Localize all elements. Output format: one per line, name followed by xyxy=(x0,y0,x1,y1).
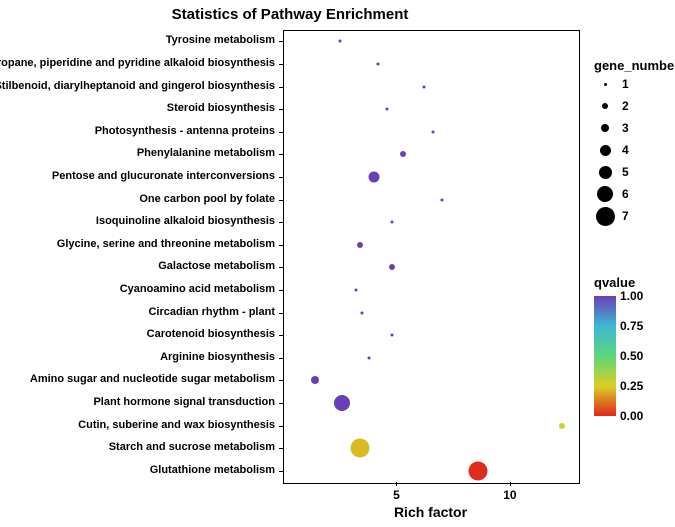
y-tick-mark xyxy=(279,380,283,381)
y-tick-mark xyxy=(279,109,283,110)
size-legend-dot xyxy=(596,207,615,226)
data-point xyxy=(354,288,357,291)
data-point xyxy=(390,334,393,337)
y-label: Glutathione metabolism xyxy=(150,464,275,476)
size-legend-title: gene_number xyxy=(594,58,675,73)
size-legend-label: 2 xyxy=(622,99,629,113)
y-label: Starch and sucrose metabolism xyxy=(109,441,275,453)
size-legend-row: 4 xyxy=(594,139,675,161)
y-label: Tyrosine metabolism xyxy=(166,34,275,46)
y-label: Carotenoid biosynthesis xyxy=(147,328,275,340)
y-label: Isoquinoline alkaloid biosynthesis xyxy=(96,215,275,227)
y-label: Galactose metabolism xyxy=(158,260,275,272)
y-label: Pentose and glucuronate interconversions xyxy=(52,170,275,182)
y-tick-mark xyxy=(279,132,283,133)
color-legend-tick: 0.25 xyxy=(620,379,643,393)
color-legend-tick: 0.00 xyxy=(620,409,643,423)
y-label: Cyanoamino acid metabolism xyxy=(120,283,275,295)
plot-area xyxy=(283,30,580,484)
color-bar: 1.000.750.500.250.00 xyxy=(594,296,616,416)
size-legend: gene_number 1 2 3 4 5 6 7 xyxy=(594,58,675,227)
size-legend-row: 2 xyxy=(594,95,675,117)
pathway-enrichment-chart: Statistics of Pathway Enrichment Tyrosin… xyxy=(0,0,675,527)
data-point xyxy=(334,395,350,411)
size-legend-dot xyxy=(601,124,609,132)
size-legend-label: 5 xyxy=(622,165,629,179)
y-tick-mark xyxy=(279,358,283,359)
y-tick-mark xyxy=(279,313,283,314)
color-legend-tick: 0.50 xyxy=(620,349,643,363)
data-point xyxy=(311,376,319,384)
color-legend: qvalue 1.000.750.500.250.00 xyxy=(594,275,635,416)
y-tick-mark xyxy=(279,426,283,427)
data-point xyxy=(389,264,395,270)
size-legend-dot xyxy=(604,83,607,86)
color-legend-tick: 1.00 xyxy=(620,289,643,303)
size-legend-dot xyxy=(597,186,613,202)
chart-title: Statistics of Pathway Enrichment xyxy=(0,6,580,23)
size-legend-dot xyxy=(600,145,611,156)
size-legend-label: 6 xyxy=(622,187,629,201)
size-legend-label: 1 xyxy=(622,77,629,91)
y-tick-mark xyxy=(279,222,283,223)
x-axis-title: Rich factor xyxy=(283,504,578,520)
y-tick-mark xyxy=(279,177,283,178)
size-legend-row: 5 xyxy=(594,161,675,183)
y-tick-mark xyxy=(279,64,283,65)
y-tick-mark xyxy=(279,87,283,88)
data-point xyxy=(431,130,434,133)
data-point xyxy=(422,85,425,88)
y-tick-mark xyxy=(279,290,283,291)
size-legend-label: 3 xyxy=(622,121,629,135)
data-point xyxy=(357,242,363,248)
data-point xyxy=(377,62,380,65)
y-label: Stilbenoid, diarylheptanoid and gingerol… xyxy=(0,80,275,92)
x-tick-label: 5 xyxy=(381,488,411,502)
y-tick-mark xyxy=(279,41,283,42)
y-tick-mark xyxy=(279,200,283,201)
size-legend-label: 4 xyxy=(622,143,629,157)
x-tick-mark xyxy=(510,482,511,486)
color-legend-title: qvalue xyxy=(594,275,635,290)
size-legend-label: 7 xyxy=(622,209,629,223)
y-label: Steroid biosynthesis xyxy=(167,102,275,114)
data-point xyxy=(559,423,565,429)
data-point xyxy=(469,461,488,480)
y-tick-mark xyxy=(279,448,283,449)
size-legend-row: 1 xyxy=(594,73,675,95)
y-tick-mark xyxy=(279,335,283,336)
data-point xyxy=(390,221,393,224)
y-label: Tropane, piperidine and pyridine alkaloi… xyxy=(0,57,275,69)
size-legend-dot xyxy=(599,166,612,179)
y-label: Arginine biosynthesis xyxy=(160,351,275,363)
y-tick-mark xyxy=(279,245,283,246)
color-legend-tick: 0.75 xyxy=(620,319,643,333)
data-point xyxy=(400,151,406,157)
data-point xyxy=(386,108,389,111)
y-label: Cutin, suberine and wax biosynthesis xyxy=(78,419,275,431)
y-tick-mark xyxy=(279,403,283,404)
data-point xyxy=(368,356,371,359)
data-point xyxy=(368,171,379,182)
y-label: Amino sugar and nucleotide sugar metabol… xyxy=(30,373,275,385)
data-point xyxy=(351,439,370,458)
y-label: Plant hormone signal transduction xyxy=(93,396,275,408)
x-tick-label: 10 xyxy=(495,488,525,502)
y-tick-mark xyxy=(279,267,283,268)
y-tick-mark xyxy=(279,154,283,155)
x-tick-mark xyxy=(396,482,397,486)
data-point xyxy=(440,198,443,201)
data-point xyxy=(338,40,341,43)
size-legend-row: 3 xyxy=(594,117,675,139)
y-label: Glycine, serine and threonine metabolism xyxy=(57,238,275,250)
y-label: Circadian rhythm - plant xyxy=(148,306,275,318)
y-label: Photosynthesis - antenna proteins xyxy=(95,125,275,137)
data-point xyxy=(361,311,364,314)
y-label: Phenylalanine metabolism xyxy=(137,147,275,159)
y-label: One carbon pool by folate xyxy=(139,193,275,205)
size-legend-row: 6 xyxy=(594,183,675,205)
size-legend-row: 7 xyxy=(594,205,675,227)
y-tick-mark xyxy=(279,471,283,472)
size-legend-dot xyxy=(602,103,608,109)
